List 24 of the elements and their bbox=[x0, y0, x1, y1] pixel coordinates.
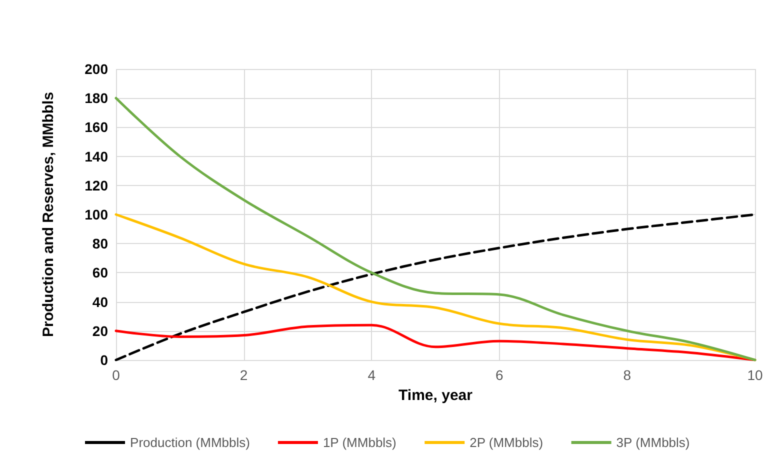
x-tick-label: 6 bbox=[496, 367, 504, 383]
legend-label: 3P (MMbbls) bbox=[616, 435, 690, 450]
y-tick-label: 40 bbox=[92, 294, 108, 310]
y-tick-label: 0 bbox=[100, 352, 108, 368]
y-tick-label: 120 bbox=[84, 177, 108, 194]
x-tick-label: 4 bbox=[368, 367, 376, 383]
x-tick-label: 0 bbox=[112, 367, 120, 383]
y-tick-label: 200 bbox=[84, 61, 108, 77]
y-tick-label: 180 bbox=[84, 90, 108, 106]
y-tick-label: 100 bbox=[84, 206, 108, 222]
legend-label: 1P (MMbbls) bbox=[322, 435, 396, 450]
legend-label: 2P (MMbbls) bbox=[470, 435, 544, 450]
y-tick-label: 60 bbox=[92, 264, 108, 281]
y-tick-label: 80 bbox=[92, 236, 108, 252]
legend-label: Production (MMbbls) bbox=[130, 435, 250, 450]
x-tick-label: 8 bbox=[623, 367, 632, 383]
x-tick-label: 10 bbox=[747, 367, 763, 383]
y-axis-title: Production and Reserves, MMbbls bbox=[40, 92, 57, 338]
y-tick-label: 140 bbox=[84, 148, 108, 164]
x-tick-label: 2 bbox=[240, 367, 248, 383]
x-axis-title: Time, year bbox=[398, 387, 473, 404]
y-tick-label: 160 bbox=[84, 119, 108, 136]
line-series bbox=[114, 96, 756, 362]
y-tick-label: 20 bbox=[92, 322, 108, 339]
